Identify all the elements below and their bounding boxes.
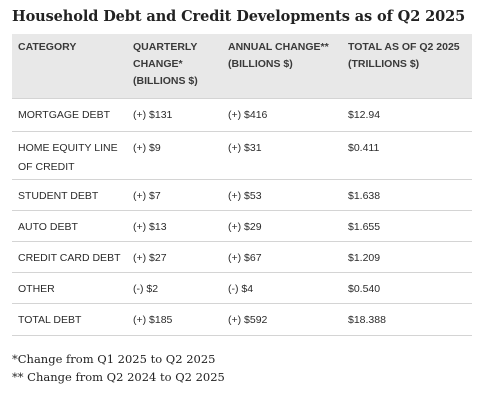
footnotes: *Change from Q1 2025 to Q2 2025 ** Chang…	[12, 350, 225, 386]
header-row: CATEGORY QUARTERLY CHANGE* (BILLIONS $) …	[12, 34, 472, 99]
row-total: $18.388	[342, 303, 472, 336]
row-annual-change: (+) $31	[222, 131, 342, 180]
row-total: $0.411	[342, 131, 472, 180]
row-total: $1.655	[342, 210, 472, 242]
header-annual-line1: ANNUAL CHANGE**	[228, 41, 329, 53]
row-quarterly-change: (+) $185	[127, 303, 222, 336]
row-annual-change: (+) $29	[222, 210, 342, 242]
table-row: MORTGAGE DEBT (+) $131 (+) $416 $12.94	[12, 98, 472, 132]
row-total: $12.94	[342, 98, 472, 132]
row-category: AUTO DEBT	[12, 210, 127, 242]
row-annual-change: (+) $67	[222, 241, 342, 273]
row-quarterly-change: (+) $131	[127, 98, 222, 132]
row-category: CREDIT CARD DEBT	[12, 241, 127, 273]
header-category: CATEGORY	[12, 34, 127, 99]
header-quarterly-change: QUARTERLY CHANGE* (BILLIONS $)	[127, 34, 222, 99]
header-total: TOTAL AS OF Q2 2025 (TRILLIONS $)	[342, 34, 472, 99]
page-title: Household Debt and Credit Developments a…	[12, 8, 466, 25]
row-category: MORTGAGE DEBT	[12, 98, 127, 132]
row-total: $1.209	[342, 241, 472, 273]
header-quarterly-line2: CHANGE*	[133, 58, 183, 70]
row-annual-change: (+) $416	[222, 98, 342, 132]
row-annual-change: (+) $592	[222, 303, 342, 336]
row-category-line1: HOME EQUITY LINE	[18, 142, 118, 154]
row-quarterly-change: (+) $9	[127, 131, 222, 180]
table-row: STUDENT DEBT (+) $7 (+) $53 $1.638	[12, 179, 472, 211]
table-row: HOME EQUITY LINE OF CREDIT (+) $9 (+) $3…	[12, 131, 472, 180]
row-total: $1.638	[342, 179, 472, 211]
footnote-annual: ** Change from Q2 2024 to Q2 2025	[12, 370, 225, 384]
debt-table: CATEGORY QUARTERLY CHANGE* (BILLIONS $) …	[12, 34, 472, 336]
row-category: OTHER	[12, 272, 127, 304]
header-category-label: CATEGORY	[18, 41, 77, 53]
table-header: CATEGORY QUARTERLY CHANGE* (BILLIONS $) …	[12, 34, 472, 99]
header-total-line1: TOTAL AS OF Q2 2025	[348, 41, 460, 53]
header-annual-line2: (BILLIONS $)	[228, 58, 293, 70]
row-category: STUDENT DEBT	[12, 179, 127, 211]
table-row: CREDIT CARD DEBT (+) $27 (+) $67 $1.209	[12, 241, 472, 273]
header-quarterly-line1: QUARTERLY	[133, 41, 198, 53]
table-row-total: TOTAL DEBT (+) $185 (+) $592 $18.388	[12, 303, 472, 336]
row-annual-change: (+) $53	[222, 179, 342, 211]
header-total-line2: (TRILLIONS $)	[348, 58, 420, 70]
row-annual-change: (-) $4	[222, 272, 342, 304]
row-category: HOME EQUITY LINE OF CREDIT	[12, 131, 127, 180]
row-category-line2: OF CREDIT	[18, 161, 75, 173]
table-row: OTHER (-) $2 (-) $4 $0.540	[12, 272, 472, 304]
row-total: $0.540	[342, 272, 472, 304]
row-category: TOTAL DEBT	[12, 303, 127, 336]
row-quarterly-change: (+) $7	[127, 179, 222, 211]
footnote-quarterly: *Change from Q1 2025 to Q2 2025	[12, 352, 216, 366]
table-body: MORTGAGE DEBT (+) $131 (+) $416 $12.94 H…	[12, 98, 472, 336]
table-row: AUTO DEBT (+) $13 (+) $29 $1.655	[12, 210, 472, 242]
header-quarterly-line3: (BILLIONS $)	[133, 75, 198, 87]
row-quarterly-change: (+) $27	[127, 241, 222, 273]
row-quarterly-change: (-) $2	[127, 272, 222, 304]
row-quarterly-change: (+) $13	[127, 210, 222, 242]
header-annual-change: ANNUAL CHANGE** (BILLIONS $)	[222, 34, 342, 99]
